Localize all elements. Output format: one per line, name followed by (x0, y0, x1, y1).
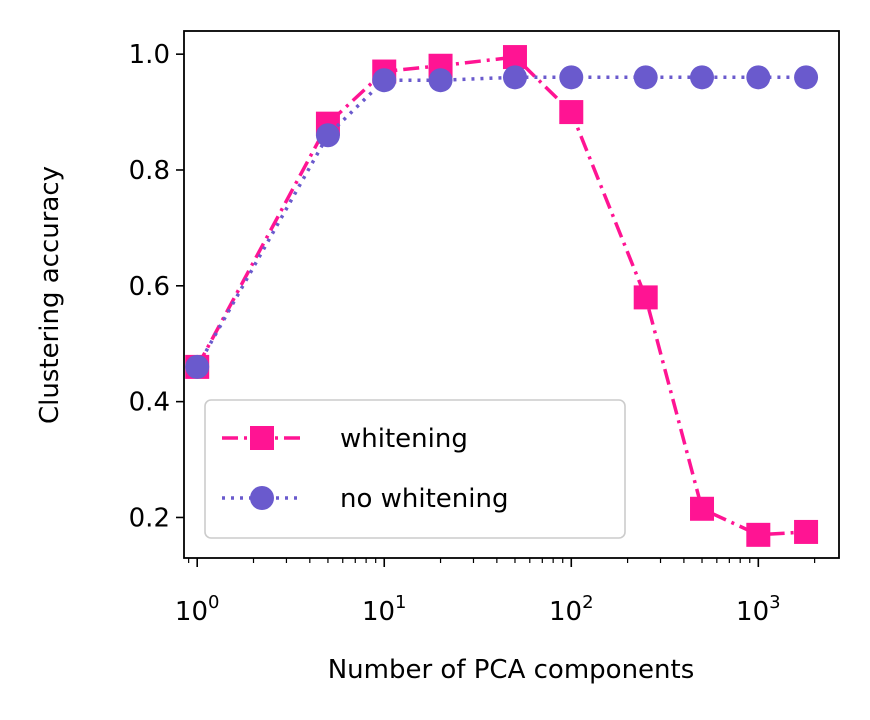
data-point-1-3 (428, 68, 453, 93)
data-point-1-6 (633, 65, 658, 90)
data-point-0-4 (502, 45, 527, 70)
x-tick-label-3: 103 (736, 592, 781, 627)
data-point-0-8 (746, 522, 771, 547)
legend-label-1: no whitening (340, 484, 509, 514)
legend-marker-0 (250, 426, 274, 450)
plot-frame (183, 30, 840, 559)
y-tick-label-4: 1.0 (129, 40, 170, 70)
data-point-1-2 (372, 68, 397, 93)
series-1 (185, 65, 819, 379)
legend: whitening no whitening (204, 399, 626, 539)
legend-marker-1 (250, 486, 274, 510)
legend-item-0: whitening (222, 424, 468, 454)
y-tick-label-3: 0.8 (129, 156, 170, 186)
series-0 (185, 45, 819, 547)
data-point-0-5 (559, 100, 584, 125)
y-tick-label-0: 0.2 (129, 503, 170, 533)
y-tick-label-2: 0.6 (129, 272, 170, 302)
data-point-0-7 (690, 496, 715, 521)
x-axis-label: Number of PCA components (328, 655, 695, 685)
x-tick-label-2: 102 (549, 592, 594, 627)
legend-items: whitening no whitening (222, 424, 509, 514)
data-point-1-1 (315, 123, 340, 148)
series-layer (185, 45, 819, 547)
y-tick-label-1: 0.4 (129, 388, 170, 418)
data-point-1-9 (794, 65, 819, 90)
legend-box (204, 399, 626, 539)
legend-item-1: no whitening (222, 484, 509, 514)
data-point-1-8 (746, 65, 771, 90)
x-tick-label-1: 101 (362, 592, 407, 627)
data-point-1-7 (690, 65, 715, 90)
series-line-1 (195, 75, 807, 368)
data-point-0-9 (794, 519, 819, 544)
x-tick-label-0: 100 (175, 592, 220, 627)
ticks-layer: 0.2 0.4 0.6 0.8 1.0 100 101 102 103 (129, 40, 816, 627)
series-line-0 (195, 55, 807, 537)
data-point-1-5 (559, 65, 584, 90)
y-axis-label: Clustering accuracy (35, 166, 65, 424)
data-point-1-4 (502, 65, 527, 90)
legend-label-0: whitening (340, 424, 468, 454)
data-point-0-6 (633, 285, 658, 310)
data-point-1-0 (185, 354, 210, 379)
